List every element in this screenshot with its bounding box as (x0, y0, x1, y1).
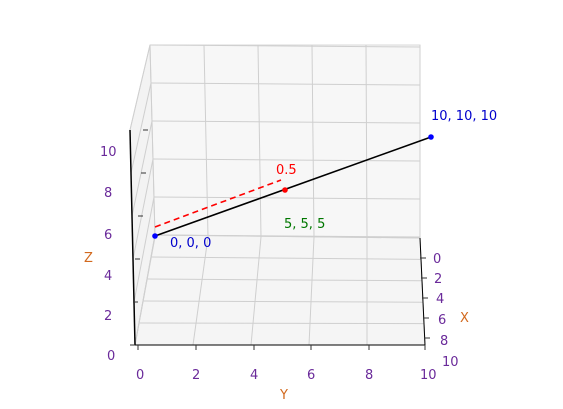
x-tick-label: 10 (442, 355, 459, 370)
data-point (152, 233, 158, 239)
y-tick-label: 2 (192, 368, 200, 383)
grid-back-horizontal (152, 158, 421, 162)
x-tick-label: 4 (436, 292, 444, 307)
grid-back-vertical (365, 44, 368, 238)
z-tick-label: 4 (104, 269, 112, 284)
grid-back-vertical (257, 44, 262, 238)
pane-back (149, 44, 421, 239)
data-point (282, 187, 288, 193)
axes-frame (129, 129, 426, 346)
data-point-label: 0, 0, 0 (170, 236, 211, 251)
series-line-red-dashed (154, 179, 282, 228)
grid-back-horizontal (150, 82, 421, 86)
data-point-label: 10, 10, 10 (431, 109, 497, 124)
x-tick-label: 8 (440, 334, 448, 349)
grid-back-vertical (311, 44, 315, 238)
grid-floor-line (192, 236, 209, 346)
grid-left-horizontal (129, 44, 151, 131)
grid-back-horizontal (153, 196, 421, 200)
grid-floor-depth (138, 322, 425, 325)
x-tick-label: 6 (438, 313, 446, 328)
x-tick-label: 2 (434, 272, 442, 287)
x-tick-labels: 0 2 4 6 8 10 (433, 252, 459, 370)
grid-back-horizontal (151, 120, 421, 124)
y-tick-labels: 0 2 4 6 8 10 (136, 368, 437, 383)
x-axis-label: X (460, 311, 469, 326)
z-tick-label: 0 (107, 349, 115, 364)
pane-floor (134, 234, 426, 346)
grid-left-horizontal (133, 196, 155, 303)
z-tick-labels: 0 2 4 6 8 10 (100, 145, 117, 364)
grid-back-vertical (149, 44, 156, 238)
z-axis-label: Z (84, 251, 93, 266)
y-tick-label: 0 (136, 368, 144, 383)
grid-floor-line (250, 236, 262, 346)
grid-floor-line (308, 236, 315, 346)
data-point (428, 134, 434, 140)
grid-back-horizontal (149, 44, 421, 48)
z-tick-label: 2 (104, 309, 112, 324)
series-layer (154, 136, 432, 237)
grid-back-vertical (203, 44, 209, 238)
grid-floor-depth (150, 256, 422, 260)
x-tick-label: 0 (433, 252, 441, 267)
z-tick-label: 6 (104, 228, 112, 243)
grid-left-horizontal (130, 82, 152, 174)
y-tick-label: 10 (420, 368, 437, 383)
grid-left-horizontal (132, 158, 154, 260)
y-axis-label: Y (279, 388, 288, 403)
grid-left-horizontal (134, 234, 156, 346)
y-tick-label: 4 (250, 368, 258, 383)
series-line-black (154, 136, 432, 237)
grid-floor-depth (146, 278, 423, 282)
y-tick-label: 8 (365, 368, 373, 383)
grid-floor-depth (154, 234, 421, 239)
annotation-mid: 5, 5, 5 (284, 217, 325, 232)
data-point-label: 0.5 (276, 163, 297, 178)
grid-left-horizontal (131, 120, 153, 217)
points-layer: 0, 0, 0 10, 10, 10 0.5 (152, 109, 497, 251)
z-tick-label: 8 (104, 186, 112, 201)
grid-floor-depth (142, 300, 424, 303)
tick-marks (130, 129, 430, 350)
y-tick-label: 6 (307, 368, 315, 383)
z-tick-label: 10 (100, 145, 117, 160)
